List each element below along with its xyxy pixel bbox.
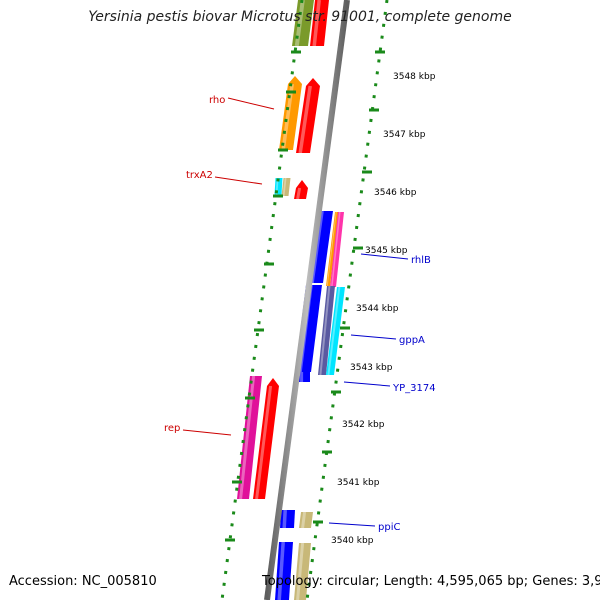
- gene-block: [280, 510, 295, 528]
- gene-block: [326, 212, 339, 286]
- gene-highlight: [327, 286, 341, 376]
- tick-label: 3544 kbp: [356, 304, 399, 314]
- tick-labels: 3548 kbp 3547 kbp 3546 kbp 3545 kbp 3544 kbp…: [331, 72, 436, 546]
- gene-block: [281, 178, 291, 196]
- gene-highlight: [296, 542, 305, 600]
- gene-label-right: ppiC: [378, 522, 400, 533]
- gene-highlight: [319, 285, 331, 376]
- gene-highlight: [255, 385, 273, 500]
- gene-block: [294, 543, 311, 600]
- gene-block: [326, 287, 345, 375]
- gene-label-left: rep: [164, 423, 180, 434]
- gene-label-leader: [182, 429, 232, 436]
- gene-block: [299, 512, 313, 528]
- gene-label-left: rho: [209, 95, 225, 106]
- gene-highlight: [312, 0, 321, 47]
- topology-summary: Topology: circular; Length: 4,595,065 bp…: [262, 574, 600, 589]
- tick-label: 3546 kbp: [374, 188, 417, 198]
- gene-block: [296, 78, 320, 153]
- gene-features: [237, 0, 345, 600]
- gene-highlight: [281, 83, 294, 151]
- gene-label-leader: [360, 253, 409, 260]
- tick-label: 3541 kbp: [337, 478, 380, 488]
- gene-label-left: trxA2: [186, 170, 213, 181]
- tick-label: 3548 kbp: [393, 72, 436, 82]
- gene-block: [318, 286, 335, 375]
- gene-label-right: rhlB: [411, 255, 431, 266]
- gene-block: [330, 212, 344, 287]
- left-gene-labels: rho trxA2 rep: [164, 95, 275, 436]
- gene-highlight: [296, 187, 302, 200]
- gene-highlight: [282, 177, 287, 197]
- inner-dotted-line: [220, 0, 304, 600]
- gene-block: [275, 542, 293, 600]
- accession-label: Accession: NC_005810: [9, 574, 157, 589]
- gene-highlight: [282, 509, 287, 529]
- genome-title: Yersinia pestis biovar Microtus str. 910…: [88, 9, 512, 25]
- gene-block: [294, 180, 308, 199]
- tick-label: 3543 kbp: [350, 363, 393, 373]
- genome-backbone: [264, 0, 350, 600]
- tick-marks: [225, 50, 385, 542]
- gene-label-leader: [328, 522, 376, 527]
- gene-block: [298, 372, 310, 382]
- gene-label-right: gppA: [399, 335, 425, 346]
- tick-label: 3545 kbp: [365, 246, 408, 256]
- gene-highlight: [331, 211, 341, 288]
- tick-label: 3542 kbp: [342, 420, 385, 430]
- outer-dotted-line: [305, 0, 389, 600]
- gene-block: [310, 0, 329, 46]
- gene-highlight: [298, 85, 312, 154]
- map-strip: [211, 0, 386, 600]
- gene-block: [253, 378, 279, 499]
- gene-label-leader: [343, 381, 391, 387]
- gene-block: [237, 376, 262, 499]
- tick-label: 3547 kbp: [383, 130, 426, 140]
- gene-label-leader: [214, 176, 263, 185]
- right-gene-labels: rhlB gppA YP_3174 ppiC: [328, 253, 436, 533]
- gene-highlight: [326, 211, 337, 287]
- gene-label-right: YP_3174: [392, 383, 436, 394]
- gene-label-leader: [227, 97, 275, 110]
- gene-highlight: [301, 511, 307, 529]
- tick-label: 3540 kbp: [331, 536, 374, 546]
- gene-block: [292, 0, 314, 46]
- gene-highlight: [277, 541, 285, 600]
- gene-label-leader: [350, 334, 397, 340]
